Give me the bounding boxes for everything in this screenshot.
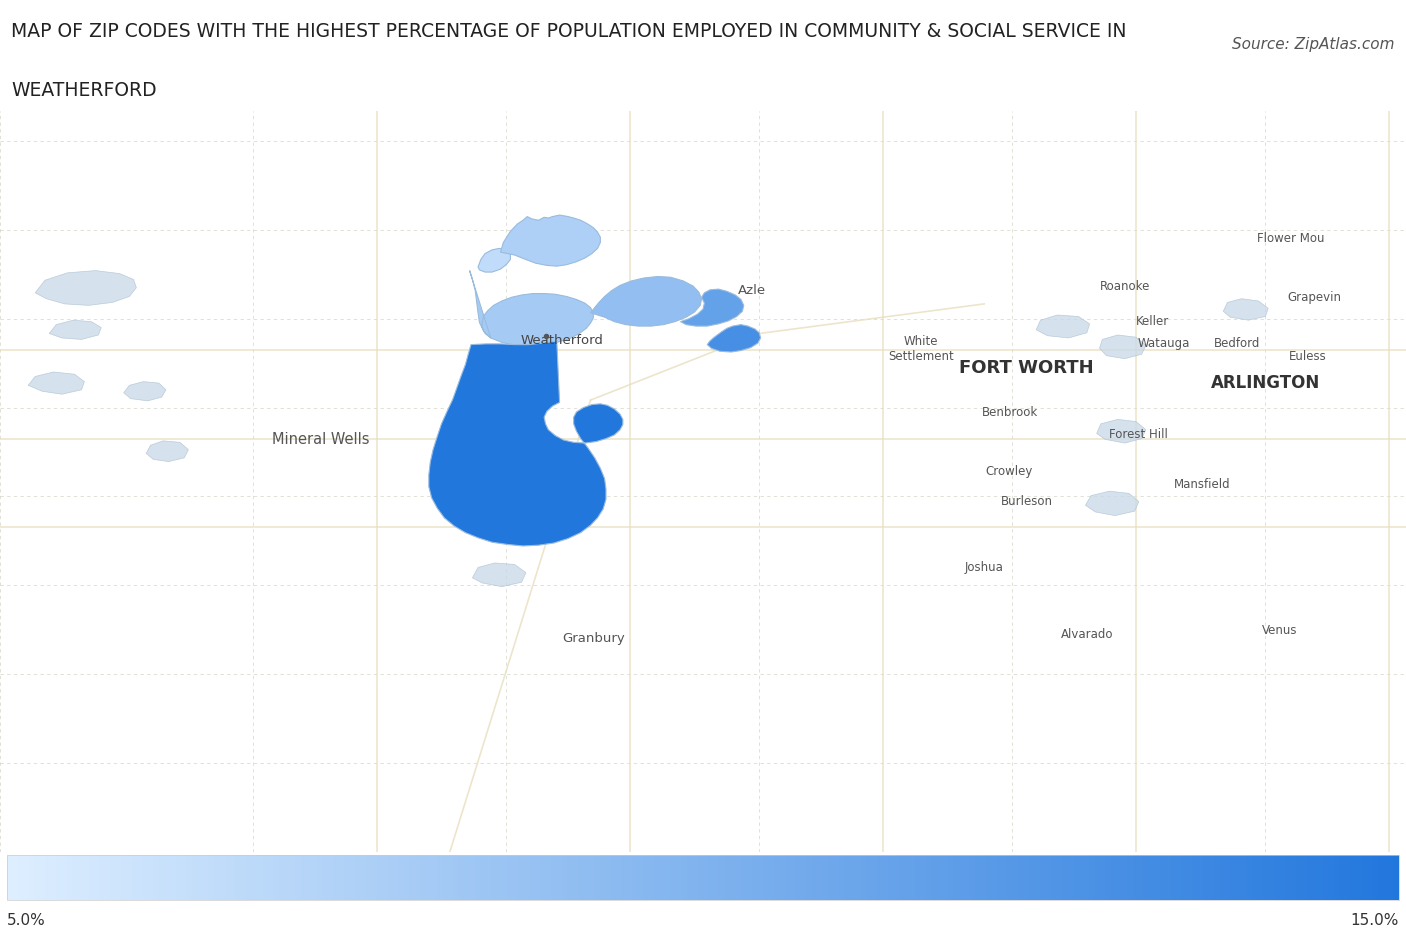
- Text: Mineral Wells: Mineral Wells: [271, 431, 370, 446]
- Polygon shape: [707, 326, 761, 353]
- Text: 5.0%: 5.0%: [7, 912, 46, 927]
- Polygon shape: [591, 277, 702, 327]
- Text: Venus: Venus: [1261, 623, 1298, 636]
- Polygon shape: [1036, 315, 1090, 339]
- Text: Watauga: Watauga: [1137, 337, 1191, 349]
- Polygon shape: [49, 321, 101, 340]
- Text: WEATHERFORD: WEATHERFORD: [11, 80, 157, 100]
- Polygon shape: [1085, 491, 1139, 516]
- Text: Granbury: Granbury: [562, 631, 624, 644]
- Polygon shape: [146, 442, 188, 462]
- Polygon shape: [501, 216, 600, 267]
- Text: Azle: Azle: [738, 284, 766, 297]
- Polygon shape: [472, 563, 526, 587]
- Text: Roanoke: Roanoke: [1099, 280, 1150, 293]
- Text: Source: ZipAtlas.com: Source: ZipAtlas.com: [1232, 37, 1395, 52]
- Text: Forest Hill: Forest Hill: [1109, 428, 1168, 441]
- Polygon shape: [470, 271, 593, 346]
- Polygon shape: [429, 342, 623, 547]
- Text: FORT WORTH: FORT WORTH: [959, 358, 1094, 376]
- Text: Mansfield: Mansfield: [1174, 477, 1230, 490]
- Polygon shape: [124, 382, 166, 402]
- Text: Benbrook: Benbrook: [981, 405, 1038, 418]
- Polygon shape: [1097, 420, 1146, 444]
- Text: Alvarado: Alvarado: [1060, 627, 1114, 640]
- Text: Bedford: Bedford: [1215, 337, 1260, 349]
- Text: White
Settlement: White Settlement: [889, 335, 953, 363]
- Polygon shape: [478, 249, 510, 272]
- Polygon shape: [35, 271, 136, 306]
- Text: Burleson: Burleson: [1001, 494, 1052, 507]
- Text: Crowley: Crowley: [986, 464, 1033, 477]
- Text: MAP OF ZIP CODES WITH THE HIGHEST PERCENTAGE OF POPULATION EMPLOYED IN COMMUNITY: MAP OF ZIP CODES WITH THE HIGHEST PERCEN…: [11, 22, 1126, 41]
- Text: Flower Mou: Flower Mou: [1257, 231, 1324, 244]
- Text: ARLINGTON: ARLINGTON: [1211, 373, 1320, 391]
- Text: Keller: Keller: [1136, 314, 1170, 328]
- Text: Weatherford: Weatherford: [522, 333, 603, 346]
- Polygon shape: [28, 373, 84, 395]
- Polygon shape: [1223, 300, 1268, 321]
- Text: Euless: Euless: [1289, 350, 1326, 363]
- Text: Grapevin: Grapevin: [1288, 291, 1341, 303]
- Polygon shape: [681, 290, 744, 327]
- Text: Joshua: Joshua: [965, 561, 1004, 574]
- Polygon shape: [1099, 336, 1146, 359]
- Text: 15.0%: 15.0%: [1351, 912, 1399, 927]
